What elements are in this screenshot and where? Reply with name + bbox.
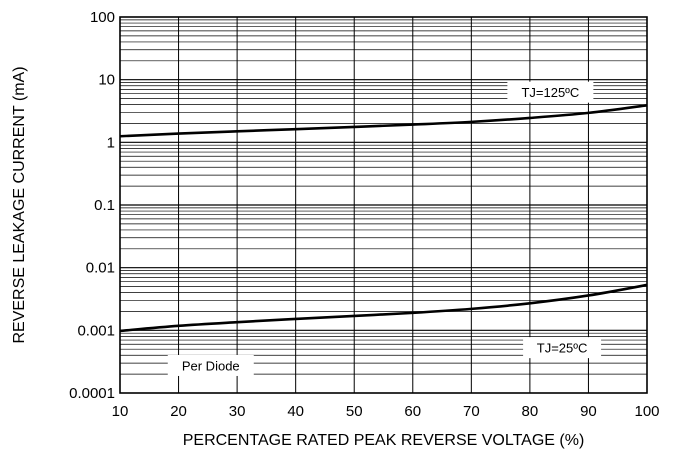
series-layer	[119, 104, 648, 333]
x-tick-label: 40	[287, 403, 304, 420]
x-tick-label: 10	[112, 403, 129, 420]
x-tick-label: 100	[634, 403, 659, 420]
x-tick-label: 20	[170, 403, 187, 420]
annotation-background	[167, 354, 254, 376]
series-line-tj25	[119, 283, 648, 333]
y-tick-label: 0.001	[77, 322, 115, 339]
annotation-tj125: TJ=125ºC	[507, 81, 594, 103]
y-tick-label: 1	[107, 134, 115, 151]
y-tick-label: 0.01	[86, 260, 115, 277]
x-tick-label: 30	[229, 403, 246, 420]
major-gridlines	[120, 17, 647, 393]
x-tick-label: 90	[580, 403, 597, 420]
y-tick-label: 100	[90, 9, 115, 26]
tick-labels: 10 20 30 40 50 60 70 80 90 100 0.0001 0.001 0.01 0.1 1…	[69, 9, 659, 420]
y-tick-label: 10	[98, 72, 115, 89]
annotation-label: TJ=125ºC	[521, 85, 579, 100]
annotation-label: Per Diode	[182, 358, 240, 373]
y-tick-label: 0.0001	[69, 385, 115, 402]
annotation-background	[507, 81, 594, 103]
y-tick-label: 0.1	[94, 197, 115, 214]
x-axis-title: PERCENTAGE RATED PEAK REVERSE VOLTAGE (%…	[183, 432, 585, 449]
x-tick-label: 70	[463, 403, 480, 420]
x-tick-label: 80	[522, 403, 539, 420]
annotation-label: TJ=25ºC	[537, 341, 588, 356]
x-tick-label: 50	[346, 403, 363, 420]
plot-area-frame	[119, 16, 648, 394]
annotation-tj25: TJ=25ºC	[523, 337, 602, 359]
series-line-tj125	[119, 104, 648, 138]
y-axis-title: REVERSE LEAKAGE CURRENT (mA)	[11, 66, 28, 343]
annotation-background	[523, 337, 602, 359]
annotations: TJ=125ºC TJ=25ºC Per Diode	[167, 81, 602, 376]
x-tick-label: 60	[404, 403, 421, 420]
annotation-per-diode: Per Diode	[167, 354, 254, 376]
